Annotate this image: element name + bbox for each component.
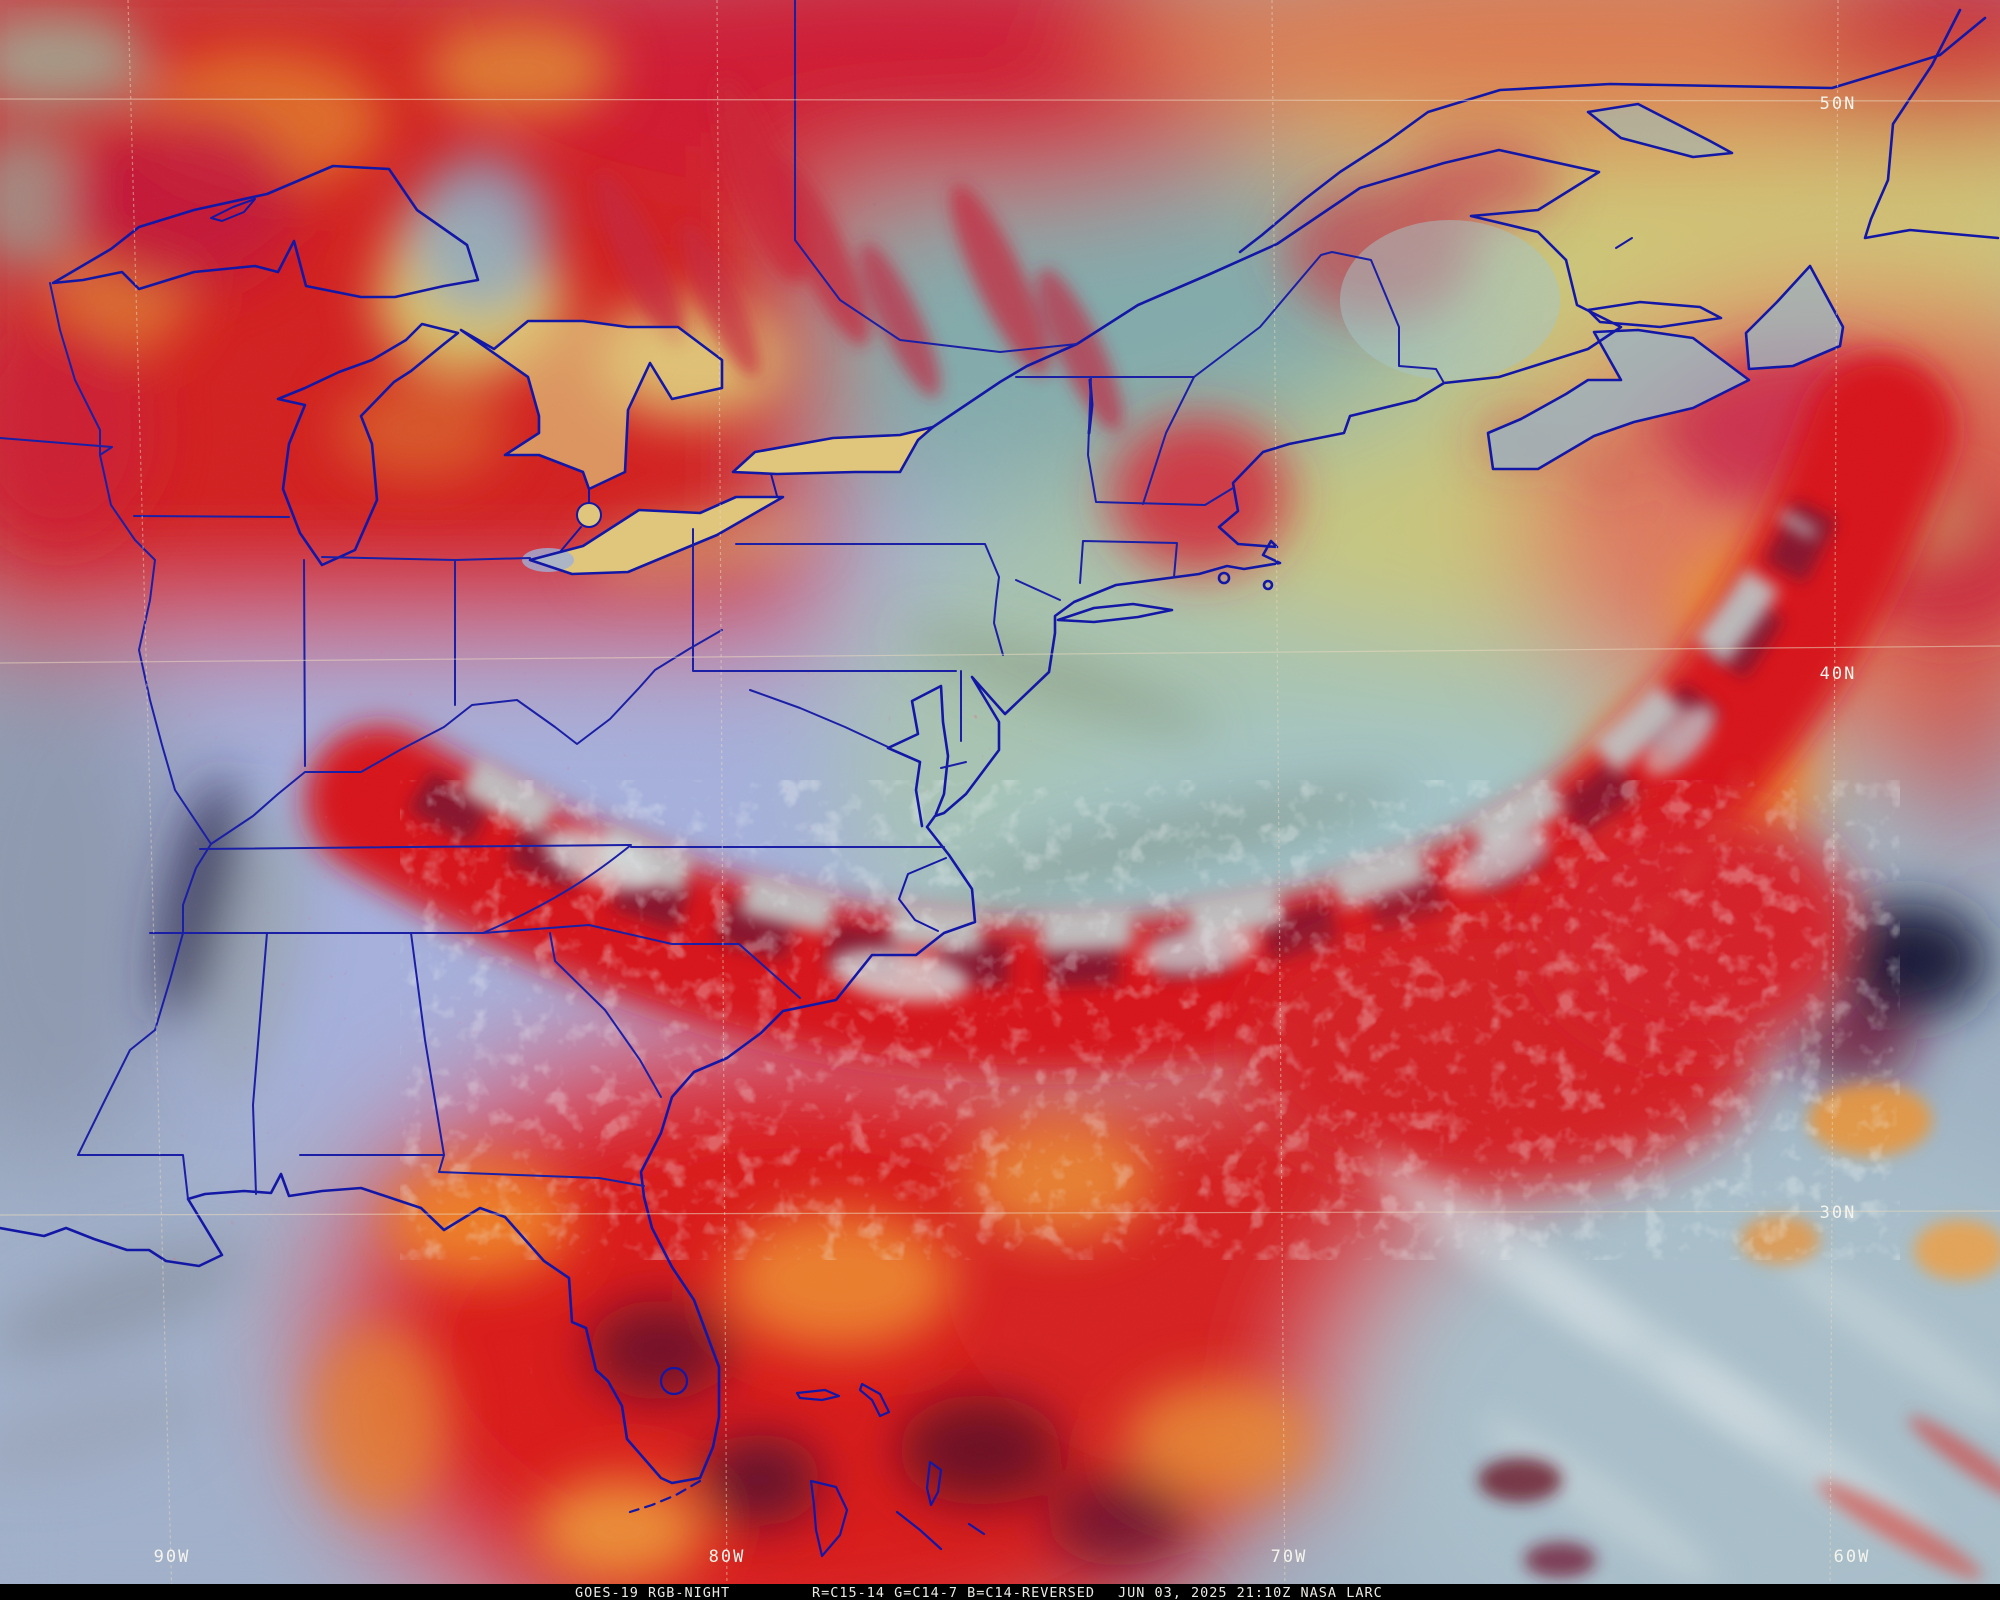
caption-timestamp: JUN 03, 2025 21:10Z NASA LARC xyxy=(1118,1585,1383,1600)
prince-edward-island xyxy=(1586,300,1723,329)
grid-label-50n: 50N xyxy=(1820,94,1857,114)
quebec-north-shore xyxy=(1238,16,1987,254)
chesapeake-bay xyxy=(886,684,950,828)
cape-breton xyxy=(1744,264,1845,371)
caption-bar: GOES-19 RGB-NIGHT R=C15-14 G=C14-7 B=C14… xyxy=(0,1584,2000,1600)
long-island xyxy=(1056,602,1174,624)
lake-michigan xyxy=(276,322,460,567)
grid-label-70w: 70W xyxy=(1271,1547,1308,1567)
lake-erie xyxy=(528,495,785,576)
caption-recipe: R=C15-14 G=C14-7 B=C14-REVERSED xyxy=(812,1585,1095,1600)
grid-label-80w: 80W xyxy=(709,1547,746,1567)
anticosti-island xyxy=(1586,102,1734,159)
lake-huron xyxy=(459,319,724,491)
nova-scotia xyxy=(1486,328,1751,471)
maritime-fills xyxy=(1340,104,1843,469)
state-borders xyxy=(0,0,1445,1200)
isle-royale xyxy=(210,198,256,222)
lake-okeechobee xyxy=(659,1366,689,1396)
grid-label-30n: 30N xyxy=(1820,1203,1857,1223)
caption-product: GOES-19 RGB-NIGHT xyxy=(575,1585,730,1600)
lake-superior xyxy=(51,164,480,299)
bahamas xyxy=(795,1382,986,1558)
grid-label-60w: 60W xyxy=(1834,1547,1871,1567)
st-lawrence xyxy=(931,148,1601,429)
grid-label-40n: 40N xyxy=(1820,664,1857,684)
newfoundland xyxy=(1863,8,2000,240)
grid-label-90w: 90W xyxy=(154,1547,191,1567)
coastline-east xyxy=(0,258,1623,1485)
lake-ontario xyxy=(731,425,935,476)
florida-keys xyxy=(628,1479,702,1514)
